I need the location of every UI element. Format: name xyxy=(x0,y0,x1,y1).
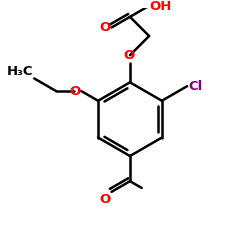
Text: O: O xyxy=(69,84,80,98)
Text: Cl: Cl xyxy=(188,80,202,93)
Text: H₃C: H₃C xyxy=(7,64,33,78)
Text: O: O xyxy=(99,21,110,34)
Text: OH: OH xyxy=(150,0,172,13)
Text: O: O xyxy=(123,49,134,62)
Text: O: O xyxy=(99,193,110,206)
